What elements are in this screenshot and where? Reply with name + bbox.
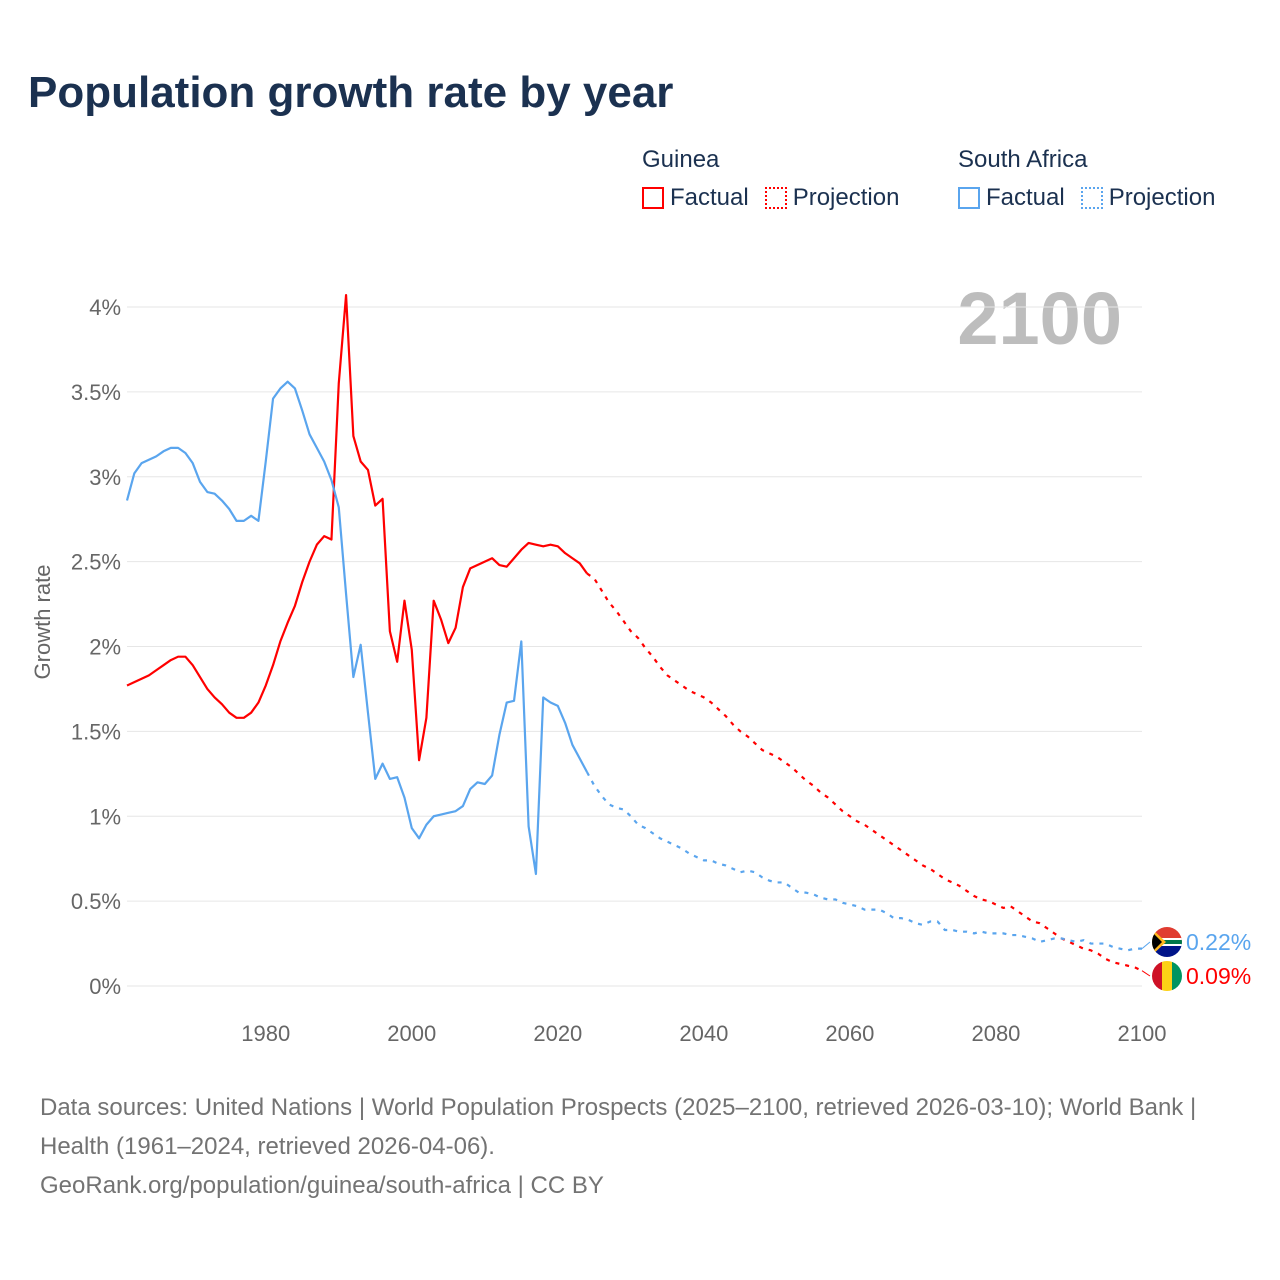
legend-guinea: Guinea Factual Projection	[642, 146, 899, 212]
y-tick-label: 0.5%	[71, 889, 121, 914]
chart-title: Population growth rate by year	[28, 68, 674, 117]
y-tick-label: 2.5%	[71, 550, 121, 575]
x-tick-label: 1980	[241, 1021, 290, 1046]
guinea-end-label: 0.09%	[1186, 963, 1251, 989]
legend-title-south-africa: South Africa	[958, 146, 1088, 173]
legend-swatch	[642, 187, 664, 209]
legend-label: Projection	[1108, 184, 1216, 211]
x-tick-label: 2080	[971, 1021, 1020, 1046]
footer: Data sources: United Nations | World Pop…	[40, 1088, 1240, 1205]
south-africa-factual-line	[125, 380, 589, 876]
data-sources: Data sources: United Nations | World Pop…	[40, 1094, 1197, 1160]
legend-label: Factual	[986, 184, 1065, 211]
y-tick-label: 0%	[89, 974, 121, 999]
south-africa-end-label: 0.22%	[1186, 929, 1251, 955]
credit-link[interactable]: GeoRank.org/population/guinea/south-afri…	[40, 1172, 604, 1199]
legend-swatch	[958, 187, 980, 209]
south-africa-flag-icon	[1152, 927, 1182, 957]
legend-label: Projection	[792, 184, 900, 211]
x-tick-label: 2060	[825, 1021, 874, 1046]
x-tick-label: 2040	[679, 1021, 728, 1046]
end-label-connector	[1141, 970, 1151, 977]
guinea-projection-line	[586, 572, 1143, 972]
legend-south-africa-factual[interactable]: Factual	[958, 184, 1065, 212]
legend-swatch	[1080, 187, 1103, 209]
legend-label: Factual	[670, 184, 749, 211]
y-tick-label: 1.5%	[71, 719, 121, 744]
y-axis-label: Growth rate	[30, 565, 55, 680]
y-tick-label: 3.5%	[71, 380, 121, 405]
legend-south-africa-projection[interactable]: Projection	[1080, 184, 1216, 212]
x-tick-label: 2100	[1118, 1021, 1167, 1046]
legend-south-africa: South Africa Factual Projection	[958, 146, 1215, 212]
y-tick-label: 4%	[89, 295, 121, 320]
legend-swatch	[764, 187, 787, 209]
y-tick-label: 3%	[89, 465, 121, 490]
y-tick-label: 1%	[89, 804, 121, 829]
y-tick-label: 2%	[89, 635, 121, 660]
x-tick-label: 2000	[387, 1021, 436, 1046]
legend-title-guinea: Guinea	[642, 146, 720, 173]
guinea-factual-line	[126, 294, 588, 762]
x-tick-label: 2020	[533, 1021, 582, 1046]
end-label-connector	[1141, 941, 1151, 950]
south-africa-projection-line	[586, 771, 1142, 952]
guinea-flag-icon	[1152, 961, 1182, 991]
legend-guinea-projection[interactable]: Projection	[764, 184, 900, 212]
current-year-label: 2100	[957, 277, 1122, 360]
legend-guinea-factual[interactable]: Factual	[642, 184, 749, 212]
